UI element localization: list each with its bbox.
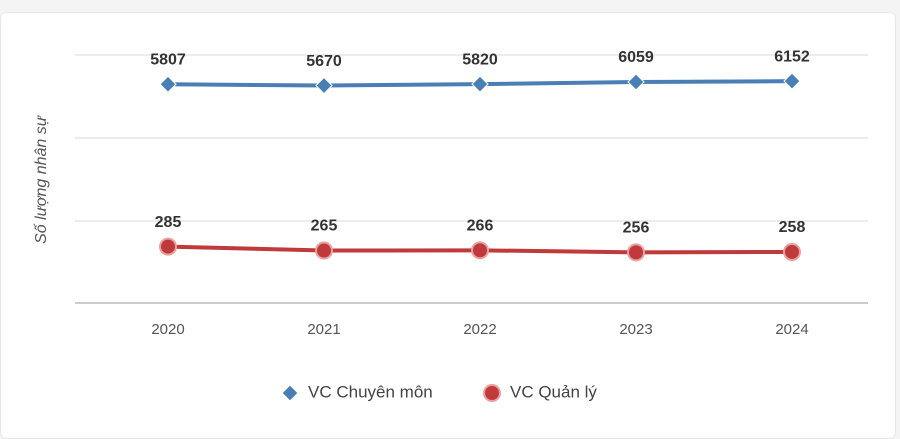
data-label: 265 [311, 218, 338, 235]
data-label: 285 [155, 214, 182, 231]
data-label: 5820 [462, 51, 498, 68]
x-tick-label: 2023 [619, 321, 652, 338]
data-label: 266 [467, 218, 494, 235]
data-label: 6059 [618, 49, 654, 66]
data-label: 6152 [774, 48, 810, 65]
y-axis-label: Số lượng nhân sự [33, 114, 50, 244]
legend-marker [281, 384, 299, 402]
data-point [471, 241, 489, 260]
data-label: 5670 [306, 53, 342, 70]
data-point [315, 241, 333, 260]
data-point [159, 75, 177, 93]
x-tick-label: 2021 [307, 321, 340, 338]
data-point [627, 73, 645, 91]
data-point [627, 243, 645, 262]
data-label: 5807 [150, 51, 186, 68]
legend-label: VC Quản lý [510, 382, 597, 401]
data-label: 258 [779, 219, 806, 236]
x-tick-label: 2024 [775, 321, 808, 338]
legend-marker [483, 384, 501, 402]
legend-label: VC Chuyên môn [308, 382, 433, 401]
x-tick-label: 2022 [463, 321, 496, 338]
data-label: 256 [623, 220, 650, 237]
data-point [315, 76, 333, 95]
data-point [471, 75, 489, 93]
data-point [159, 237, 177, 256]
x-tick-label: 2020 [151, 321, 184, 338]
data-point [783, 72, 801, 90]
data-point [783, 242, 801, 261]
